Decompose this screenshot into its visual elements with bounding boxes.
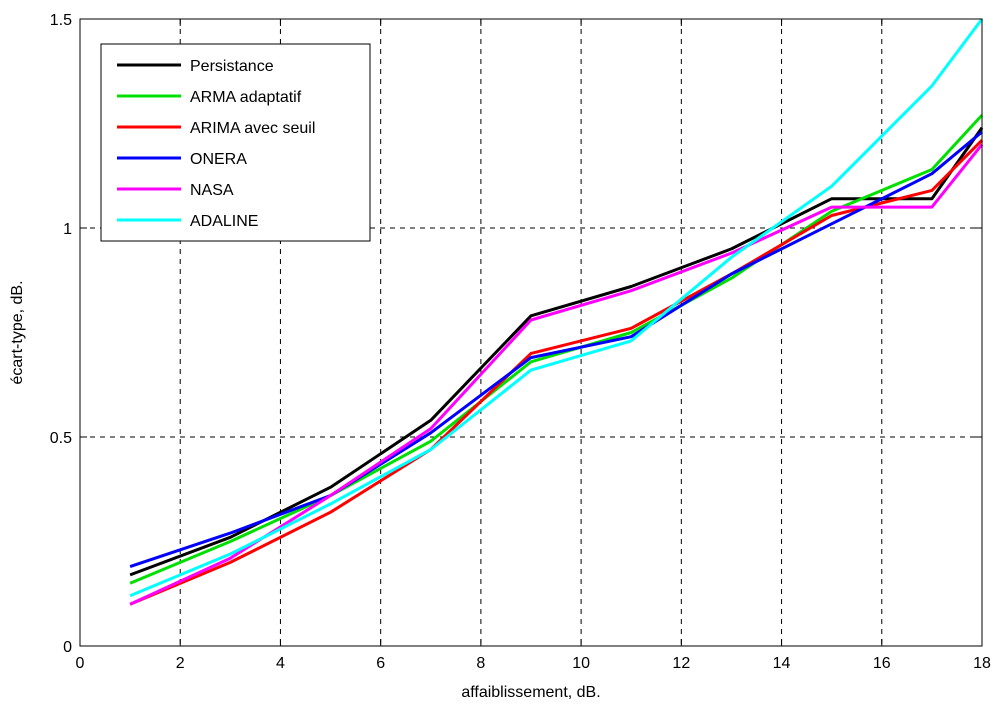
legend-label-nasa: NASA: [190, 182, 234, 199]
series-line-arima-avec-seuil: [129, 139, 984, 606]
x-tick-label: 8: [476, 655, 485, 672]
legend-label-onera: ONERA: [190, 151, 247, 168]
y-tick-label: 0: [63, 639, 72, 656]
legend-label-arima-avec-seuil: ARIMA avec seuil: [190, 120, 315, 137]
x-tick-label: 6: [376, 655, 385, 672]
legend-label-persistance: Persistance: [190, 58, 274, 75]
series-line-onera: [129, 130, 983, 569]
x-tick-label: 0: [76, 655, 85, 672]
x-tick-label: 12: [672, 655, 690, 672]
legend-label-arma-adaptatif: ARMA adaptatif: [190, 89, 302, 106]
series-line-nasa: [129, 143, 984, 606]
grid: [80, 19, 982, 646]
legend-box: [100, 43, 371, 242]
x-axis-label: affaiblissement, dB.: [461, 684, 600, 701]
x-tick-label: 2: [176, 655, 185, 672]
legend: Persistance ARMA adaptatif ARIMA avec seui…: [100, 43, 371, 242]
series-line-adaline: [129, 18, 984, 598]
x-tick-label: 4: [276, 655, 285, 672]
x-tick-label: 14: [773, 655, 791, 672]
x-tick-label: 10: [572, 655, 590, 672]
series-lines: [129, 18, 984, 606]
y-tick-label: 1: [63, 221, 72, 238]
plot-frame: [79, 18, 983, 647]
x-tick-label: 18: [973, 655, 991, 672]
y-tick-label: 1.5: [50, 12, 72, 29]
y-axis-label: écart-type, dB.: [9, 280, 26, 384]
legend-label-adaline: ADALINE: [190, 213, 258, 230]
y-tick-label: 0.5: [50, 430, 72, 447]
x-tick-label: 16: [873, 655, 891, 672]
axis-ticks: 0 2 4 6 8 10 12 14 16 18 0 0.5 1 1.5: [50, 12, 991, 672]
